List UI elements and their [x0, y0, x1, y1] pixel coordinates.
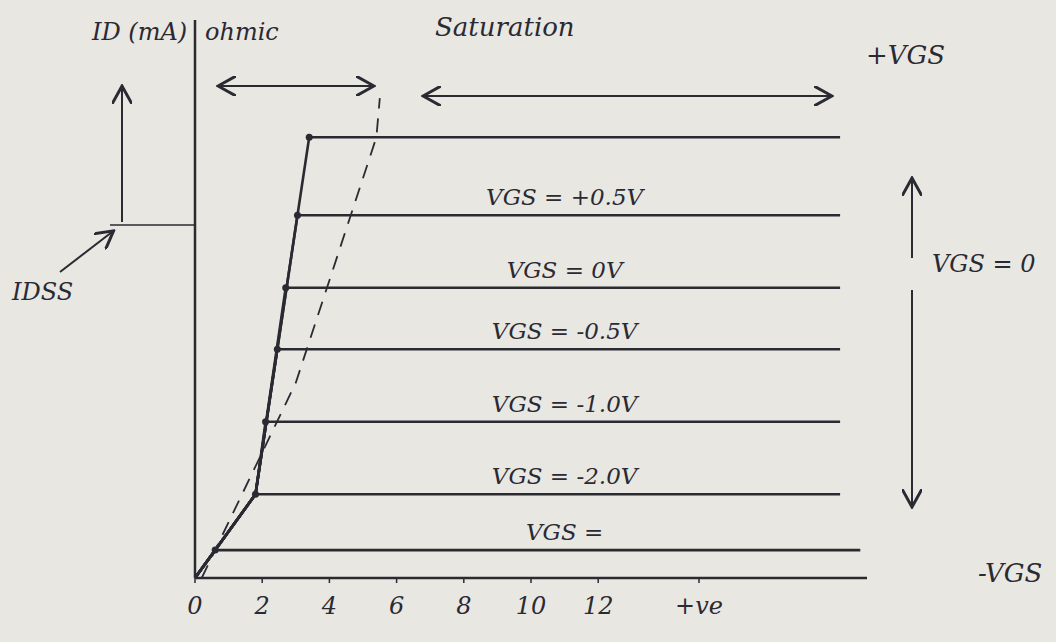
idss-label: IDSS: [11, 278, 73, 306]
curve: [202, 98, 380, 578]
curve-label: VGS = +0.5V: [486, 184, 645, 210]
y-axis-title: ID (mA): [91, 18, 187, 46]
x-tick-label: 0: [187, 592, 202, 620]
x-tick-label: 4: [321, 592, 337, 620]
saturation-arrow: [425, 95, 830, 97]
x-tick: [396, 578, 398, 583]
knee-dot: [282, 284, 289, 291]
curve-label: VGS = 0V: [507, 257, 625, 283]
idss-up-arrow: [121, 88, 123, 222]
knee-dot: [274, 346, 281, 353]
x-tick-label: 2: [254, 592, 270, 620]
series-group: [195, 98, 860, 578]
curve: [195, 494, 840, 578]
curve: [195, 422, 840, 578]
x-tick: [194, 578, 196, 583]
idss-pointer: [60, 232, 112, 272]
vgs-up-arrow: [911, 180, 913, 258]
x-tick-label: 10: [516, 592, 547, 620]
x-tick: [530, 578, 532, 583]
knee-dot: [262, 418, 269, 425]
x-tick: [261, 578, 263, 583]
vgs-minus-label: -VGS: [978, 558, 1042, 588]
knee-dot: [306, 134, 313, 141]
vgs-plus-label: +VGS: [866, 40, 945, 70]
curve: [195, 349, 840, 578]
region-label: Saturation: [435, 12, 575, 42]
y-axis: [194, 20, 197, 578]
curve-label: VGS = -2.0V: [492, 463, 640, 489]
x-tick: [463, 578, 465, 583]
ohmic-arrow: [220, 85, 372, 87]
curve-label: VGS = -0.5V: [492, 318, 640, 344]
x-tick: [329, 578, 331, 583]
vgs-down-arrow: [911, 290, 913, 505]
curve: [195, 550, 860, 578]
region-label: ohmic: [205, 18, 279, 46]
curve: [195, 137, 840, 578]
curve: [195, 215, 840, 578]
x-tick-label: 8: [456, 592, 471, 620]
curve-label: VGS =: [526, 519, 603, 545]
x-tick-label: 12: [583, 592, 614, 620]
knee-dot: [294, 212, 301, 219]
knee-dot: [252, 491, 259, 498]
x-tick: [597, 578, 599, 583]
x-tick-label: +ve: [675, 592, 723, 620]
curve-label: VGS = -1.0V: [492, 391, 640, 417]
x-tick: [698, 578, 700, 583]
vgs-zero-label: VGS = 0: [932, 250, 1036, 278]
chart: 0 2 4 6 8 10 12 +ve VGS = +0.5V VGS = 0V VGS = -0.…: [0, 0, 1056, 642]
curve: [195, 288, 840, 578]
x-tick-label: 6: [389, 592, 404, 620]
idss-line: [110, 224, 195, 226]
